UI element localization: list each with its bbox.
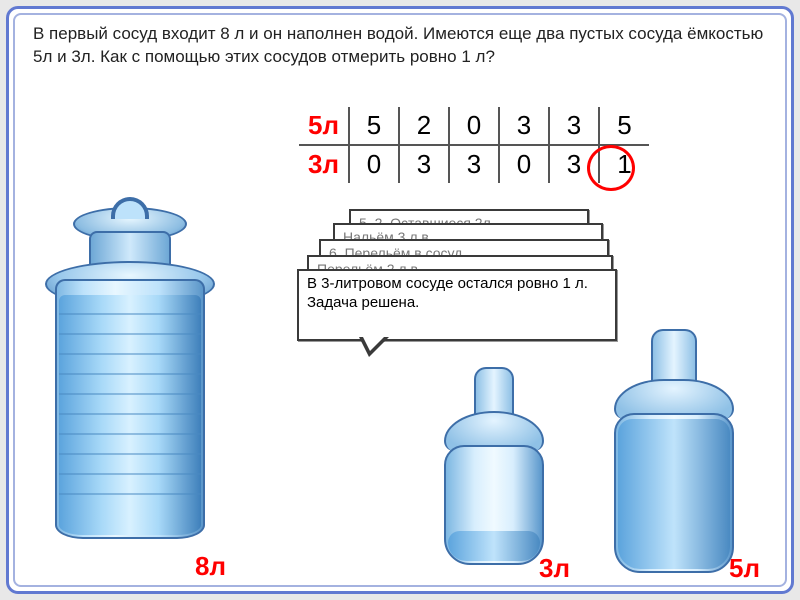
solution-table: 5л 5 2 0 3 3 5 3л 0 3 3 0 3 1 <box>299 107 649 183</box>
cell: 3 <box>499 107 549 145</box>
bottle-neck <box>651 329 697 385</box>
vessel-5l <box>609 329 739 569</box>
problem-text: В первый сосуд входит 8 л и он наполнен … <box>9 9 791 73</box>
label-5l: 5л <box>729 553 760 584</box>
cell: 5 <box>349 107 399 145</box>
vessel-3l <box>439 367 549 567</box>
bottle-body <box>444 445 544 565</box>
cell: 1 <box>599 145 649 183</box>
label-3l: 3л <box>539 553 570 584</box>
can-body <box>55 279 205 539</box>
vessel-8l: 〰〰〰〰〰 <box>45 199 215 559</box>
bottle-water <box>618 419 730 569</box>
cell: 5 <box>599 107 649 145</box>
can-ridges <box>59 295 201 495</box>
step-callouts: 5. 2. Оставшиеся 2л Нальём 3 л в 6. Пере… <box>299 209 639 339</box>
cell: 2 <box>399 107 449 145</box>
cell: 0 <box>449 107 499 145</box>
can-water <box>59 295 201 535</box>
callout-tail <box>359 337 389 357</box>
can-handle <box>111 197 149 219</box>
row-label-5l: 5л <box>299 107 349 145</box>
bottle-body <box>614 413 734 573</box>
cell: 3 <box>449 145 499 183</box>
bottle-water <box>448 531 540 561</box>
row-label-3l: 3л <box>299 145 349 183</box>
table-row: 5л 5 2 0 3 3 5 <box>299 107 649 145</box>
bottle-neck <box>474 367 514 417</box>
cell: 0 <box>349 145 399 183</box>
cell: 3 <box>549 107 599 145</box>
cell: 3 <box>399 145 449 183</box>
label-8l: 8л <box>195 551 226 582</box>
step-final-text: В 3-литровом сосуде остался ровно 1 л. З… <box>307 275 588 311</box>
slide-frame: В первый сосуд входит 8 л и он наполнен … <box>6 6 794 594</box>
cell: 0 <box>499 145 549 183</box>
cell: 3 <box>549 145 599 183</box>
table-row: 3л 0 3 3 0 3 1 <box>299 145 649 183</box>
step-box-front: В 3-литровом сосуде остался ровно 1 л. З… <box>297 269 617 341</box>
